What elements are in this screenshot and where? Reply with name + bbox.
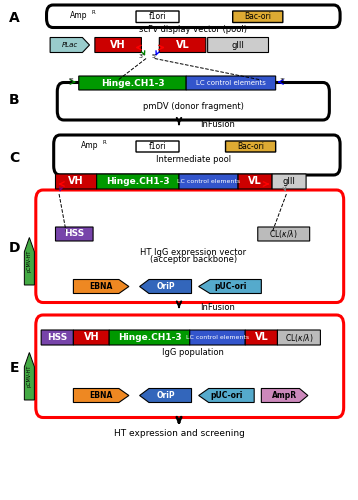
Text: CL($\kappa$/$\lambda$): CL($\kappa$/$\lambda$) — [270, 228, 298, 240]
Text: EBNA: EBNA — [90, 391, 113, 400]
Text: HT IgG expression vector: HT IgG expression vector — [140, 248, 246, 257]
Text: D: D — [9, 240, 20, 254]
FancyBboxPatch shape — [41, 330, 73, 345]
Polygon shape — [50, 38, 90, 52]
Text: pCMV-HT: pCMV-HT — [27, 365, 32, 388]
FancyBboxPatch shape — [208, 38, 268, 52]
Text: B: B — [9, 93, 20, 107]
Text: (acceptor backbone): (acceptor backbone) — [150, 256, 237, 264]
Text: VH: VH — [110, 40, 126, 50]
Text: Hinge.CH1-3: Hinge.CH1-3 — [118, 333, 181, 342]
Text: VH: VH — [83, 332, 99, 342]
FancyBboxPatch shape — [226, 141, 276, 152]
Text: InFusion: InFusion — [200, 303, 235, 312]
Text: CL($\kappa$/$\lambda$): CL($\kappa$/$\lambda$) — [285, 332, 313, 344]
FancyBboxPatch shape — [258, 227, 310, 241]
Polygon shape — [261, 388, 308, 402]
Text: pmDV (donor fragment): pmDV (donor fragment) — [143, 102, 244, 111]
Text: VL: VL — [176, 40, 189, 50]
Polygon shape — [24, 238, 34, 285]
Text: HSS: HSS — [64, 230, 84, 238]
Text: pUC-ori: pUC-ori — [211, 391, 243, 400]
Polygon shape — [140, 280, 192, 293]
Text: Amp: Amp — [81, 140, 98, 149]
FancyBboxPatch shape — [97, 174, 179, 189]
Text: scFv display vector (pool): scFv display vector (pool) — [139, 24, 247, 34]
Text: Intermediate pool: Intermediate pool — [156, 154, 231, 164]
Polygon shape — [73, 388, 129, 402]
FancyBboxPatch shape — [109, 330, 190, 345]
Text: gIII: gIII — [283, 177, 295, 186]
Text: Hinge.CH1-3: Hinge.CH1-3 — [106, 177, 170, 186]
Text: f1ori: f1ori — [149, 142, 166, 151]
Text: 5': 5' — [151, 54, 157, 59]
Text: Bac-ori: Bac-ori — [237, 142, 264, 151]
Text: AmpR: AmpR — [272, 391, 297, 400]
Text: 3': 3' — [280, 78, 286, 84]
Polygon shape — [199, 280, 261, 293]
Text: 3': 3' — [139, 54, 145, 59]
FancyBboxPatch shape — [79, 76, 186, 90]
Text: VH: VH — [68, 176, 84, 186]
FancyBboxPatch shape — [272, 174, 306, 189]
Text: LC control elements: LC control elements — [196, 80, 266, 86]
Text: R: R — [102, 140, 106, 145]
Text: InFusion: InFusion — [200, 120, 235, 129]
Polygon shape — [140, 388, 192, 402]
Text: VL: VL — [255, 332, 268, 342]
FancyBboxPatch shape — [245, 330, 277, 345]
Text: C: C — [9, 150, 19, 164]
FancyBboxPatch shape — [95, 38, 141, 52]
Text: E: E — [10, 360, 19, 374]
FancyBboxPatch shape — [233, 11, 283, 22]
Text: gIII: gIII — [232, 40, 245, 50]
Polygon shape — [24, 352, 34, 400]
Text: pCMV-HT: pCMV-HT — [27, 250, 32, 272]
FancyBboxPatch shape — [136, 141, 179, 152]
Text: Hinge.CH1-3: Hinge.CH1-3 — [101, 78, 164, 88]
Text: IgG population: IgG population — [163, 348, 224, 357]
Polygon shape — [73, 280, 129, 293]
FancyBboxPatch shape — [277, 330, 320, 345]
FancyBboxPatch shape — [136, 11, 179, 22]
Text: VL: VL — [248, 176, 262, 186]
Text: LC control elements: LC control elements — [186, 335, 249, 340]
Text: Amp: Amp — [70, 11, 87, 20]
FancyBboxPatch shape — [55, 227, 93, 241]
Text: A: A — [9, 10, 20, 24]
Text: HT expression and screening: HT expression and screening — [113, 430, 245, 438]
Text: HSS: HSS — [47, 333, 67, 342]
Text: LC control elements: LC control elements — [177, 179, 240, 184]
Text: R: R — [91, 10, 95, 16]
Text: EBNA: EBNA — [90, 282, 113, 291]
FancyBboxPatch shape — [190, 330, 245, 345]
FancyBboxPatch shape — [73, 330, 109, 345]
Polygon shape — [199, 388, 254, 402]
Text: Bac-ori: Bac-ori — [244, 12, 271, 21]
FancyBboxPatch shape — [179, 174, 238, 189]
Text: OriP: OriP — [156, 282, 175, 291]
Text: OriP: OriP — [156, 391, 175, 400]
Text: f1ori: f1ori — [149, 12, 166, 21]
FancyBboxPatch shape — [159, 38, 206, 52]
FancyBboxPatch shape — [186, 76, 276, 90]
FancyBboxPatch shape — [238, 174, 272, 189]
Text: pUC-ori: pUC-ori — [214, 282, 246, 291]
Text: 5': 5' — [69, 78, 74, 84]
Text: PLac: PLac — [62, 42, 78, 48]
FancyBboxPatch shape — [55, 174, 97, 189]
